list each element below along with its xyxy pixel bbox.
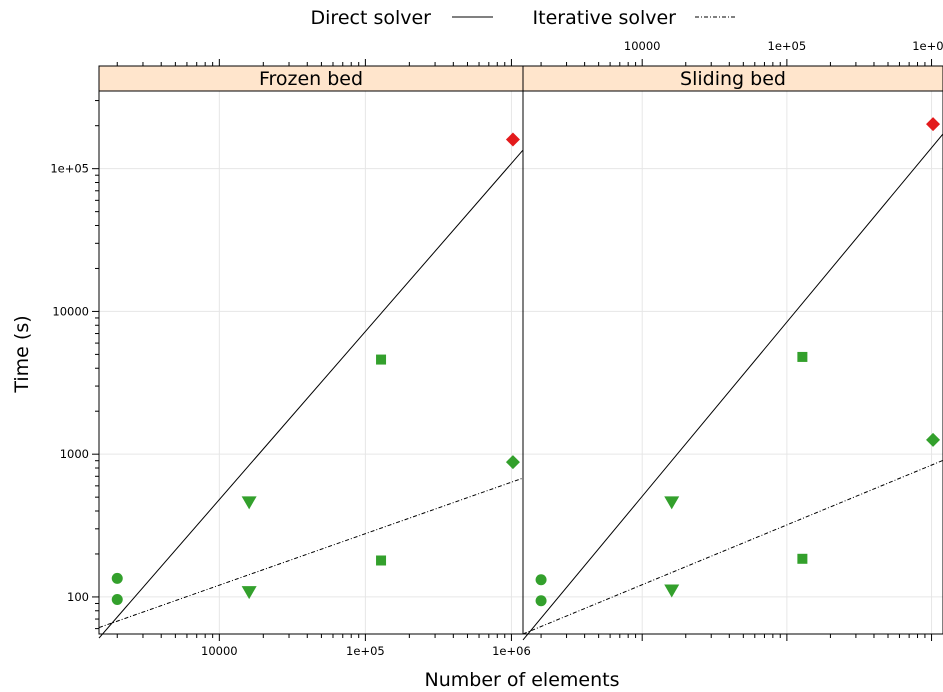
data-point-square (376, 555, 387, 566)
panel-frozen-bed: Frozen bed (98, 65, 524, 639)
iterative-solver-line (522, 459, 943, 635)
data-point-diamond (505, 455, 520, 470)
direct-solver-line (522, 133, 943, 641)
points-frozen-bed (111, 132, 520, 605)
data-point-circle (111, 572, 123, 584)
axis-ticks: 10000 1e+05 1e+06 10000 1e+05 1e+06 100 1000 100… (50, 39, 943, 658)
direct-solver-line (98, 149, 524, 639)
strip-sliding-bed (522, 65, 943, 92)
y-axis-title: Time (s) (11, 315, 33, 393)
y-tick-label: 10000 (52, 304, 89, 318)
data-point-square (797, 351, 808, 362)
fit-lines-frozen-bed (98, 149, 524, 639)
data-point-square (376, 354, 387, 365)
data-point-circle (535, 574, 547, 586)
data-point-circle (111, 593, 123, 605)
x-tick-label-bottom: 1e+05 (346, 644, 385, 658)
x-tick-label-bottom: 1e+06 (492, 644, 531, 658)
data-point-triangle-down (664, 496, 680, 510)
fit-lines-sliding-bed (522, 133, 943, 641)
panel-border-frozen-bed (98, 90, 524, 635)
iterative-solver-line (98, 477, 524, 629)
x-tick-label-top: 1e+06 (912, 39, 943, 53)
panel-sliding-bed: Sliding bed (522, 65, 943, 641)
legend-label-direct: Direct solver (311, 7, 432, 29)
legend: Direct solver Iterative solver (311, 7, 737, 29)
strip-title-sliding-bed: Sliding bed (680, 68, 786, 90)
grid-frozen-bed (99, 91, 523, 634)
data-point-diamond (926, 432, 941, 447)
x-tick-label-top: 10000 (624, 39, 661, 53)
data-point-triangle-down (241, 586, 257, 600)
y-tick-label: 100 (67, 590, 89, 604)
points-sliding-bed (535, 117, 941, 607)
data-point-triangle-down (241, 496, 257, 510)
data-point-diamond (926, 117, 941, 132)
grid-sliding-bed (523, 91, 943, 634)
y-tick-label: 1000 (60, 447, 89, 461)
data-point-triangle-down (664, 584, 680, 598)
data-point-diamond (505, 132, 520, 147)
x-axis-title: Number of elements (425, 669, 620, 691)
panel-border-sliding-bed (522, 90, 943, 635)
legend-label-iterative: Iterative solver (533, 7, 677, 29)
x-tick-label-bottom: 10000 (201, 644, 238, 658)
data-point-square (797, 553, 808, 564)
x-tick-label-top: 1e+05 (768, 39, 807, 53)
data-point-circle (535, 595, 547, 607)
strip-title-frozen-bed: Frozen bed (259, 68, 363, 90)
y-tick-label: 1e+05 (50, 162, 89, 176)
